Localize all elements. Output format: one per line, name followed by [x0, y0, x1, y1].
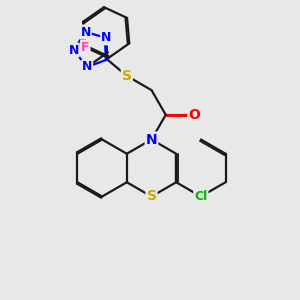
Text: O: O	[188, 108, 200, 122]
Text: N: N	[82, 61, 92, 74]
Text: N: N	[68, 44, 79, 56]
Text: N: N	[80, 26, 91, 39]
Text: Cl: Cl	[194, 190, 208, 203]
Text: N: N	[101, 32, 112, 44]
Text: S: S	[146, 190, 157, 203]
Text: S: S	[122, 69, 132, 83]
Text: N: N	[146, 133, 157, 146]
Text: F: F	[81, 41, 89, 54]
